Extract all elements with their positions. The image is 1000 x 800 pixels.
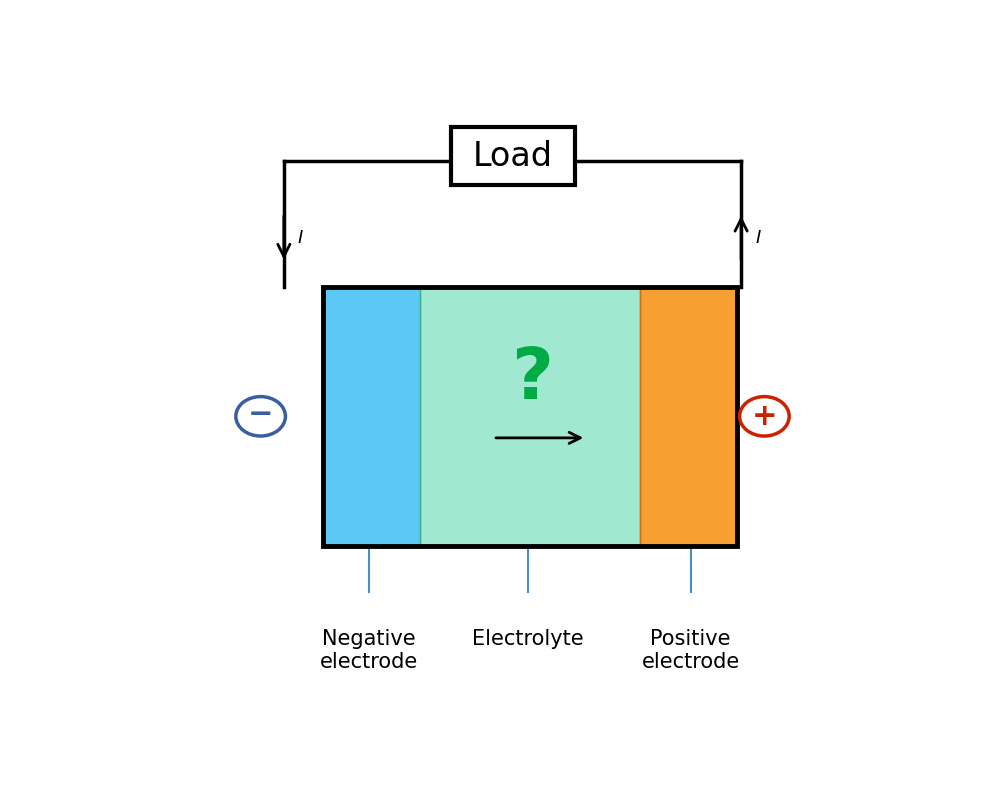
Text: I: I xyxy=(755,229,760,246)
Bar xyxy=(640,287,737,546)
Bar xyxy=(420,287,640,546)
Bar xyxy=(640,287,737,546)
Bar xyxy=(420,287,640,546)
Text: Negative
electrode: Negative electrode xyxy=(320,629,418,672)
Text: ?: ? xyxy=(511,345,553,414)
Bar xyxy=(323,287,420,546)
Text: Electrolyte: Electrolyte xyxy=(472,629,584,649)
Text: I: I xyxy=(298,229,303,246)
Text: Positive
electrode: Positive electrode xyxy=(642,629,740,672)
Bar xyxy=(323,287,420,546)
Bar xyxy=(450,127,574,186)
Text: Load: Load xyxy=(473,139,552,173)
Bar xyxy=(323,287,737,546)
Text: +: + xyxy=(752,402,777,431)
Text: −: − xyxy=(248,400,273,429)
